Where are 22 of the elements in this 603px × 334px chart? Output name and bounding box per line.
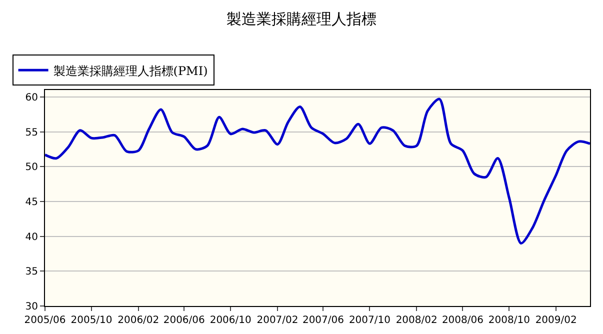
x-tick-label: 2007/02 <box>256 315 298 326</box>
legend-label: 製造業採購經理人指標(PMI) <box>53 64 208 78</box>
x-tick-label: 2006/02 <box>118 315 160 326</box>
y-tick-label: 45 <box>25 196 38 208</box>
x-tick-label: 2005/06 <box>24 315 66 326</box>
x-tick-label: 2009/02 <box>535 315 577 326</box>
x-tick-label: 2008/10 <box>488 315 530 326</box>
x-tick-label: 2008/02 <box>396 315 438 326</box>
y-tick-label: 40 <box>25 232 38 243</box>
y-tick-label: 35 <box>25 266 38 278</box>
y-tick-label: 60 <box>25 92 38 104</box>
y-tick-label: 50 <box>25 162 38 174</box>
x-tick-label: 2005/10 <box>70 315 112 326</box>
x-tick-label: 2007/06 <box>302 315 344 326</box>
x-tick-label: 2006/06 <box>163 315 205 326</box>
x-tick-label: 2008/06 <box>442 315 484 326</box>
y-tick-label: 55 <box>25 127 38 138</box>
line-series <box>45 98 590 245</box>
y-tick-label: 30 <box>25 302 38 312</box>
x-tick-label: 2006/10 <box>210 315 252 326</box>
x-tick-label: 2007/10 <box>348 315 390 326</box>
chart-title: 製造業採購經理人指標 <box>226 10 376 28</box>
